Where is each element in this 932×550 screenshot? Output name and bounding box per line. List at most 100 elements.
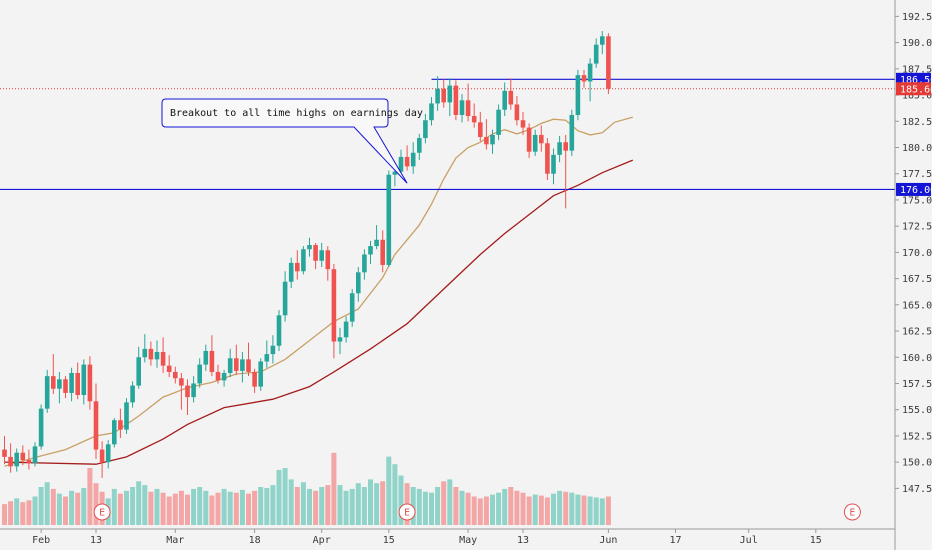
candle-body bbox=[2, 449, 7, 457]
candle-body bbox=[234, 358, 239, 371]
volume-bar bbox=[581, 495, 587, 525]
y-tick-label: 165.00 bbox=[902, 300, 932, 311]
candle-body bbox=[288, 262, 294, 282]
volume-bar bbox=[14, 498, 20, 525]
volume-bar bbox=[368, 479, 373, 525]
candle-body bbox=[26, 460, 32, 464]
candle-body bbox=[606, 36, 611, 89]
volume-bar bbox=[221, 488, 227, 525]
candle-body bbox=[593, 44, 599, 64]
candle-body bbox=[246, 359, 251, 372]
earnings-marker-circle bbox=[93, 503, 111, 521]
y-tick-label: 190.00 bbox=[902, 38, 932, 49]
candle-body bbox=[429, 103, 434, 121]
earnings-marker-label: E bbox=[404, 508, 410, 519]
volume-bar bbox=[63, 496, 68, 525]
volume-bar bbox=[75, 492, 81, 525]
volume-bar bbox=[575, 494, 581, 525]
y-tick-label: 192.50 bbox=[902, 12, 932, 23]
y-tick-label: 162.50 bbox=[902, 327, 932, 338]
candle-body bbox=[410, 152, 416, 167]
y-tick-label: 187.50 bbox=[902, 64, 932, 75]
x-tick-label: Mar bbox=[166, 535, 184, 546]
volume-bar bbox=[514, 490, 520, 525]
candle-body bbox=[51, 376, 56, 389]
volume-bar bbox=[81, 487, 87, 525]
volume-bar bbox=[593, 497, 599, 525]
y-tick-label: 150.00 bbox=[902, 458, 932, 469]
candle-body bbox=[319, 250, 324, 261]
candle-body bbox=[301, 249, 306, 272]
candle-body bbox=[441, 88, 446, 103]
candle-body bbox=[258, 361, 263, 387]
volume-bar bbox=[471, 496, 477, 525]
candle-body bbox=[563, 142, 568, 151]
volume-bar bbox=[532, 494, 538, 525]
candle-body bbox=[118, 420, 123, 430]
candle-body bbox=[270, 345, 276, 355]
candle-body bbox=[87, 364, 93, 402]
volume-bar bbox=[422, 491, 428, 525]
candle-body bbox=[209, 350, 215, 372]
y-tick-label: 175.00 bbox=[902, 195, 932, 206]
candle-body bbox=[44, 376, 50, 409]
volume-bar bbox=[526, 496, 532, 525]
candle-body bbox=[532, 134, 538, 152]
candle-body bbox=[331, 269, 337, 342]
y-tick-label: 152.50 bbox=[902, 431, 932, 442]
candle-body bbox=[227, 358, 233, 373]
candle-body bbox=[380, 239, 385, 265]
level-price-tag-box bbox=[896, 182, 931, 196]
y-tick-label: 177.50 bbox=[902, 169, 932, 180]
volume-bar bbox=[605, 496, 611, 525]
volume-bar bbox=[44, 482, 50, 525]
candle-body bbox=[142, 348, 148, 358]
x-tick-label: 13 bbox=[90, 535, 102, 546]
candle-body bbox=[453, 85, 459, 115]
volume-bar bbox=[300, 482, 306, 525]
volume-bar bbox=[252, 490, 258, 525]
candle-body bbox=[368, 246, 373, 255]
volume-bar bbox=[227, 491, 233, 525]
candle-body bbox=[392, 171, 398, 175]
volume-bar bbox=[435, 487, 441, 525]
x-tick-label: Jul bbox=[740, 535, 758, 546]
volume-bar bbox=[26, 500, 32, 525]
y-tick-label: 147.50 bbox=[902, 484, 932, 495]
candle-body bbox=[282, 281, 288, 316]
volume-bar bbox=[520, 492, 526, 525]
volume-bar bbox=[490, 494, 495, 525]
level-price-tag-label: 186.50 bbox=[900, 75, 932, 86]
candle-body bbox=[459, 100, 465, 115]
volume-bar bbox=[172, 493, 178, 525]
y-tick-label: 160.00 bbox=[902, 353, 932, 364]
candle-body bbox=[8, 456, 13, 467]
volume-bar bbox=[349, 488, 355, 525]
candle-body bbox=[581, 75, 587, 82]
candle-body bbox=[32, 446, 38, 464]
x-tick-label: 18 bbox=[249, 535, 261, 546]
volume-bar bbox=[331, 452, 337, 525]
candle-body bbox=[57, 379, 62, 389]
volume-bar bbox=[447, 479, 453, 525]
volume-bar bbox=[459, 490, 465, 525]
candle-body bbox=[478, 122, 483, 138]
earnings-marker-circle bbox=[398, 503, 416, 521]
candle-body bbox=[173, 371, 178, 379]
candle-body bbox=[508, 90, 514, 105]
x-tick-label: Feb bbox=[32, 535, 50, 546]
candle-body bbox=[14, 452, 19, 467]
volume-bar bbox=[557, 490, 563, 525]
candle-body bbox=[313, 245, 318, 261]
candle-body bbox=[514, 104, 520, 121]
candle-body bbox=[471, 116, 477, 123]
x-tick-label: 17 bbox=[669, 535, 681, 546]
volume-bar bbox=[239, 489, 245, 525]
annotation-text: Breakout to all time highs on earnings d… bbox=[170, 108, 423, 119]
volume-bar bbox=[483, 496, 489, 525]
volume-bar bbox=[453, 487, 459, 525]
candle-body bbox=[252, 371, 257, 387]
price-tags: 186.50 176.00 185.60 bbox=[896, 72, 932, 196]
volume-bar bbox=[50, 488, 56, 525]
volume-bar bbox=[386, 456, 392, 525]
